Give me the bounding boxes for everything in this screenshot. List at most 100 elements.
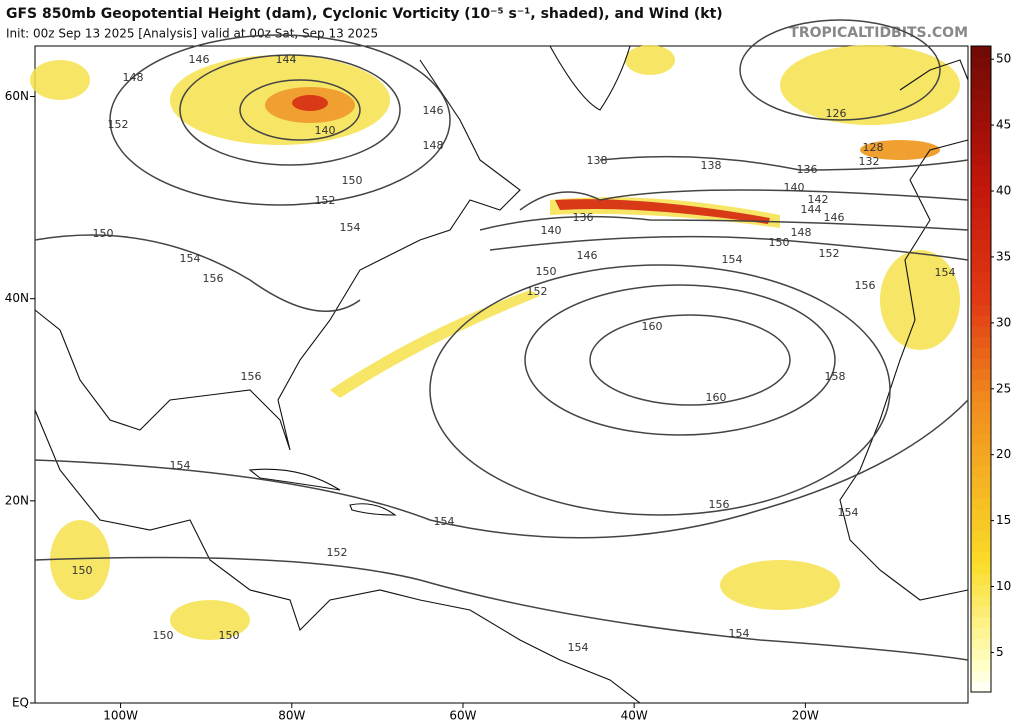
contour-label: 156	[241, 370, 262, 383]
colorbar-step	[971, 121, 991, 133]
colorbar-step	[971, 573, 991, 585]
colorbar-step	[971, 616, 991, 628]
colorbar-step	[971, 648, 991, 661]
colorbar-step	[971, 293, 991, 305]
colorbar-step	[971, 379, 991, 392]
colorbar-step	[971, 196, 991, 208]
contour-label: 146	[423, 104, 444, 117]
y-tick-label: 40N	[5, 291, 29, 305]
contour-label: 142	[808, 193, 829, 206]
contour-label: 154	[838, 506, 859, 519]
colorbar-step	[971, 487, 991, 499]
contour-label: 152	[108, 118, 129, 131]
colorbar-frame	[970, 45, 992, 693]
y-tick-label: 20N	[5, 493, 29, 507]
colorbar-step	[971, 175, 991, 187]
colorbar-step	[971, 46, 991, 58]
colorbar-step	[971, 229, 991, 241]
contour-label: 154	[722, 253, 743, 266]
colorbar-step	[971, 530, 991, 542]
title: GFS 850mb Geopotential Height (dam), Cyc…	[6, 6, 723, 22]
contour-label: 148	[423, 139, 444, 152]
colorbar-step	[971, 519, 991, 531]
contour-label: 156	[709, 498, 730, 511]
colorbar-step	[971, 358, 991, 370]
colorbar-step	[971, 272, 991, 284]
colorbar-step	[971, 325, 991, 338]
contour-label: 156	[203, 272, 224, 285]
contour-label: 152	[327, 546, 348, 559]
colorbar-step	[971, 239, 991, 252]
contour-label: 154	[180, 252, 201, 265]
contour-label: 156	[855, 279, 876, 292]
colorbar-step	[971, 433, 991, 445]
colorbar-step	[971, 412, 991, 424]
colorbar-step	[971, 584, 991, 596]
colorbar-step	[971, 336, 991, 348]
contour-label: 136	[797, 163, 818, 176]
colorbar-tick-label: 30	[996, 315, 1011, 329]
contour-label: 140	[315, 124, 336, 137]
colorbar-step	[971, 132, 991, 144]
contour-label: 132	[859, 155, 880, 168]
contour-label: 146	[577, 249, 598, 262]
colorbar-step	[971, 390, 991, 402]
colorbar-step	[971, 595, 991, 607]
colorbar-step	[971, 498, 991, 510]
contour-label: 154	[935, 266, 956, 279]
contour-label: 152	[819, 247, 840, 260]
contour-label: 150	[93, 227, 114, 240]
contour-label: 126	[826, 107, 847, 120]
colorbar-step	[971, 261, 991, 273]
colorbar-step	[971, 541, 991, 553]
contour-label: 160	[706, 391, 727, 404]
contour-label: 144	[801, 203, 822, 216]
colorbar-step	[971, 659, 991, 671]
contour-label: 148	[791, 226, 812, 239]
contour-label: 148	[123, 71, 144, 84]
vorticity-shading	[30, 45, 960, 640]
colorbar-step	[971, 89, 991, 101]
map-area	[30, 19, 969, 704]
subtitle: Init: 00z Sep 13 2025 [Analysis] valid a…	[6, 27, 378, 41]
colorbar-step	[971, 153, 991, 165]
colorbar-step	[971, 207, 991, 219]
colorbar-tick-label: 20	[996, 447, 1011, 461]
colorbar-step	[971, 476, 991, 488]
y-tick-label: EQ	[12, 696, 29, 710]
colorbar-step	[971, 444, 991, 456]
contour-label: 152	[315, 194, 336, 207]
contour-label: 150	[536, 265, 557, 278]
colorbar-step	[971, 465, 991, 478]
colorbar-tick-label: 45	[996, 118, 1011, 132]
colorbar-step	[971, 562, 991, 575]
colorbar-step	[971, 110, 991, 122]
contour-label: 158	[825, 370, 846, 383]
contour-label: 154	[729, 627, 750, 640]
colorbar-tick-label: 25	[996, 381, 1011, 395]
colorbar-step	[971, 605, 991, 618]
colorbar-step	[971, 552, 991, 564]
contour-label: 138	[587, 154, 608, 167]
colorbar-step	[971, 304, 991, 316]
contour-label: 146	[824, 211, 845, 224]
colorbar-tick-label: 5	[996, 645, 1004, 659]
contour-label: 154	[434, 515, 455, 528]
colorbar-tick-label: 50	[996, 52, 1011, 66]
contour-label: 154	[340, 221, 361, 234]
contour-label: 150	[72, 564, 93, 577]
x-tick-label: 60W	[449, 709, 476, 723]
colorbar-step	[971, 250, 991, 262]
watermark: TROPICALTIDBITS.COM	[789, 25, 968, 41]
colorbar-tick-label: 15	[996, 513, 1011, 527]
colorbar-step	[971, 99, 991, 112]
x-tick-label: 100W	[103, 709, 138, 723]
contour-label: 150	[153, 629, 174, 642]
colorbar-step	[971, 282, 991, 295]
contour-label: 128	[863, 141, 884, 154]
colorbar-step	[971, 455, 991, 467]
colorbar-step	[971, 218, 991, 230]
colorbar-step	[971, 315, 991, 327]
contour-label: 138	[701, 159, 722, 172]
colorbar-step	[971, 422, 991, 435]
